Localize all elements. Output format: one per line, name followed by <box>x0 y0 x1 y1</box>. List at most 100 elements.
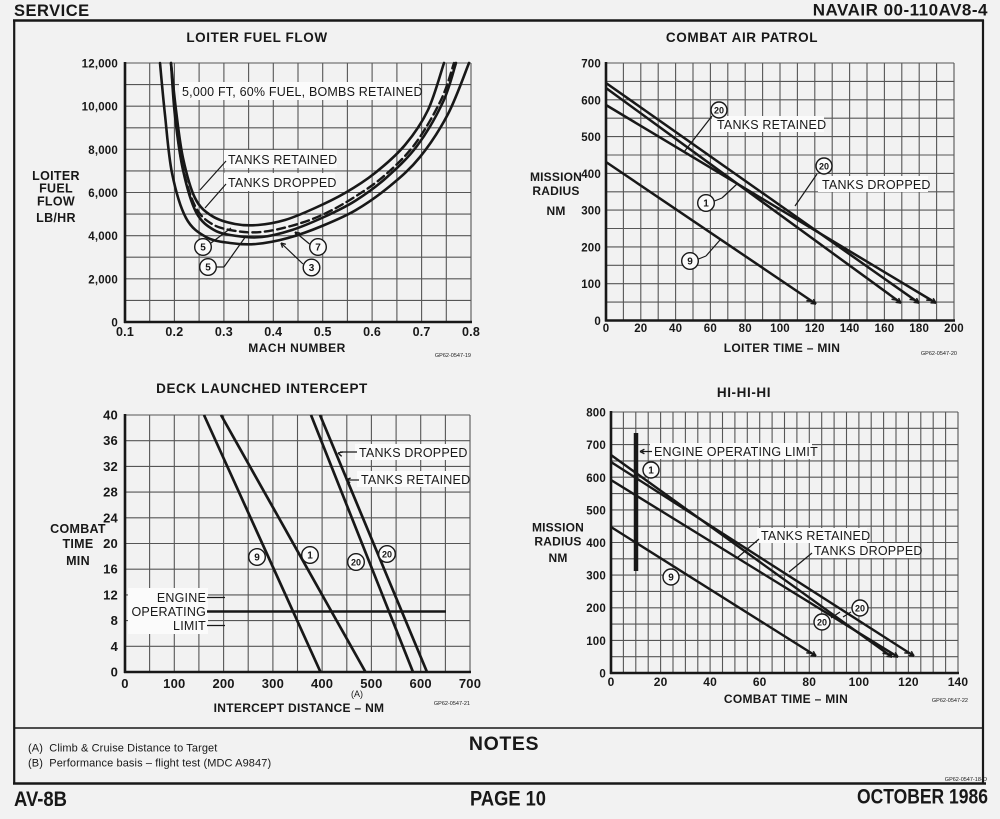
svg-text:OCTOBER 1986: OCTOBER 1986 <box>857 786 988 809</box>
svg-text:12: 12 <box>103 587 118 602</box>
svg-text:2,000: 2,000 <box>88 274 118 286</box>
svg-text:20: 20 <box>855 604 865 614</box>
svg-text:100: 100 <box>770 323 790 335</box>
svg-text:120: 120 <box>805 323 825 335</box>
svg-text:ENGINE OPERATING LIMIT: ENGINE OPERATING LIMIT <box>654 445 818 459</box>
svg-text:1: 1 <box>703 199 709 210</box>
svg-text:(B) Performance basis – fligh: (B) Performance basis – flight test (MDC… <box>28 758 271 770</box>
svg-text:400: 400 <box>581 169 601 181</box>
svg-text:16: 16 <box>103 562 118 577</box>
svg-text:300: 300 <box>586 571 606 583</box>
svg-text:(A) Climb & Cruise Distance t: (A) Climb & Cruise Distance to Target <box>28 743 217 755</box>
svg-text:MISSION: MISSION <box>532 521 584 535</box>
svg-text:600: 600 <box>581 95 601 107</box>
svg-text:TANKS RETAINED: TANKS RETAINED <box>717 118 826 132</box>
svg-text:LOITER FUEL FLOW: LOITER FUEL FLOW <box>186 30 327 45</box>
svg-text:100: 100 <box>586 636 606 648</box>
svg-text:AV-8B: AV-8B <box>14 788 67 811</box>
svg-text:0.3: 0.3 <box>215 325 233 339</box>
svg-text:700: 700 <box>586 440 606 452</box>
svg-text:0.8: 0.8 <box>462 325 480 339</box>
svg-text:0: 0 <box>599 669 606 681</box>
svg-text:400: 400 <box>586 538 606 550</box>
svg-text:SERVICE: SERVICE <box>14 2 90 20</box>
svg-text:0: 0 <box>111 665 118 680</box>
svg-text:180: 180 <box>909 323 929 335</box>
svg-text:7: 7 <box>315 243 321 254</box>
svg-text:40: 40 <box>703 675 717 689</box>
svg-text:MACH NUMBER: MACH NUMBER <box>248 341 346 355</box>
svg-text:10,000: 10,000 <box>82 102 118 114</box>
svg-text:DECK LAUNCHED INTERCEPT: DECK LAUNCHED INTERCEPT <box>156 381 368 396</box>
svg-text:0: 0 <box>603 323 610 335</box>
svg-text:GP62-0547-18-O: GP62-0547-18-O <box>945 777 988 783</box>
svg-text:8: 8 <box>111 613 118 628</box>
svg-text:400: 400 <box>311 676 333 691</box>
svg-text:FLOW: FLOW <box>37 194 75 208</box>
svg-text:OPERATING: OPERATING <box>132 605 207 619</box>
svg-text:0: 0 <box>111 318 118 330</box>
svg-text:5: 5 <box>205 263 211 274</box>
svg-text:NOTES: NOTES <box>469 733 539 755</box>
svg-text:6,000: 6,000 <box>88 188 118 200</box>
svg-text:20: 20 <box>714 106 724 116</box>
svg-text:12,000: 12,000 <box>82 59 118 71</box>
svg-text:(A): (A) <box>351 689 363 699</box>
svg-text:300: 300 <box>262 676 284 691</box>
svg-text:FUEL: FUEL <box>39 182 73 196</box>
svg-text:TIME: TIME <box>62 537 93 551</box>
svg-text:RADIUS: RADIUS <box>532 184 579 198</box>
svg-text:3: 3 <box>309 263 315 274</box>
svg-text:100: 100 <box>581 279 601 291</box>
svg-text:NM: NM <box>548 551 567 565</box>
svg-text:GP62-0547-22: GP62-0547-22 <box>932 698 968 704</box>
svg-text:700: 700 <box>459 676 481 691</box>
svg-text:NAVAIR 00-110AV8-4: NAVAIR 00-110AV8-4 <box>813 1 988 20</box>
svg-text:140: 140 <box>840 323 860 335</box>
svg-text:LOITER TIME – MIN: LOITER TIME – MIN <box>724 341 840 355</box>
svg-text:0.5: 0.5 <box>314 325 332 339</box>
svg-text:500: 500 <box>581 132 601 144</box>
svg-text:60: 60 <box>704 323 717 335</box>
svg-text:TANKS DROPPED: TANKS DROPPED <box>814 544 923 558</box>
svg-text:4: 4 <box>111 639 119 654</box>
svg-text:LB/HR: LB/HR <box>36 211 76 225</box>
svg-text:1: 1 <box>307 551 313 562</box>
svg-text:160: 160 <box>875 323 895 335</box>
svg-text:20: 20 <box>103 536 118 551</box>
svg-text:800: 800 <box>586 408 606 420</box>
svg-text:0.4: 0.4 <box>264 325 282 339</box>
svg-text:600: 600 <box>410 676 432 691</box>
svg-text:0: 0 <box>594 316 601 328</box>
svg-text:120: 120 <box>898 675 919 689</box>
svg-text:GP62-0547-19: GP62-0547-19 <box>435 353 471 359</box>
svg-text:COMBAT AIR PATROL: COMBAT AIR PATROL <box>666 30 818 45</box>
svg-text:80: 80 <box>739 323 752 335</box>
svg-text:100: 100 <box>849 675 870 689</box>
svg-text:TANKS DROPPED: TANKS DROPPED <box>359 446 468 460</box>
svg-text:LOITER: LOITER <box>32 169 80 183</box>
svg-text:60: 60 <box>753 675 767 689</box>
svg-text:140: 140 <box>948 675 969 689</box>
svg-text:9: 9 <box>668 573 674 584</box>
svg-text:TANKS RETAINED: TANKS RETAINED <box>228 153 337 167</box>
svg-text:20: 20 <box>654 675 668 689</box>
svg-text:36: 36 <box>103 433 118 448</box>
svg-text:300: 300 <box>581 206 601 218</box>
svg-text:40: 40 <box>669 323 682 335</box>
svg-text:20: 20 <box>819 162 829 172</box>
svg-text:TANKS DROPPED: TANKS DROPPED <box>822 178 931 192</box>
svg-text:1: 1 <box>648 466 654 477</box>
svg-text:40: 40 <box>103 408 118 423</box>
svg-text:32: 32 <box>103 459 118 474</box>
svg-text:0: 0 <box>608 675 615 689</box>
svg-text:0: 0 <box>121 676 128 691</box>
svg-text:INTERCEPT DISTANCE – NM: INTERCEPT DISTANCE – NM <box>214 701 385 715</box>
svg-text:TANKS DROPPED: TANKS DROPPED <box>228 176 337 190</box>
svg-text:28: 28 <box>103 485 118 500</box>
svg-text:0.2: 0.2 <box>165 325 183 339</box>
svg-text:8,000: 8,000 <box>88 145 118 157</box>
svg-text:TANKS RETAINED: TANKS RETAINED <box>761 529 870 543</box>
svg-text:24: 24 <box>103 510 118 525</box>
svg-text:4,000: 4,000 <box>88 231 118 243</box>
